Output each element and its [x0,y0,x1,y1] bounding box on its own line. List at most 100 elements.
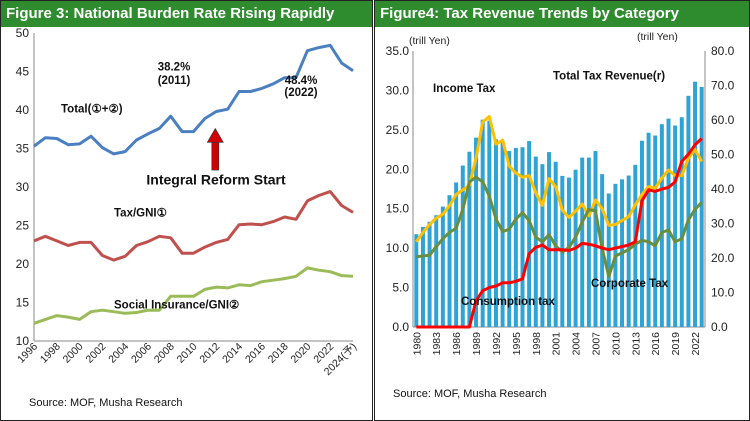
y-left-axis-label: (trill Yen) [409,35,450,47]
total-revenue-bar [480,119,485,327]
total-revenue-bar [467,151,472,327]
total-revenue-bar [487,120,492,327]
y-tick-label: 15 [16,296,30,310]
total-revenue-bar [586,157,591,327]
x-tick-label: 2010 [610,332,622,356]
x-tick-label: 2004 [571,332,583,356]
x-tick-label: 2006 [129,341,154,366]
annotation-2011-year: (2011) [158,75,191,87]
y-right-tick-label: 50.0 [711,148,735,162]
total-revenue-bar [447,195,452,327]
total-revenue-bar [659,124,664,327]
total-revenue-bar [666,118,671,328]
series-line-social-insurance-gni- [33,266,354,325]
total-revenue-bar [606,193,611,327]
y-left-tick-label: 0.0 [392,320,409,334]
figure3-title: Figure 3: National Burden Rate Rising Ra… [1,1,372,27]
series-line-income-tax [415,115,704,243]
y-left-tick-label: 25.0 [386,123,410,137]
y-left-tick-label: 20.0 [386,162,410,176]
y-left-tick-label: 10.0 [386,241,410,255]
x-tick-label: 1992 [491,332,503,356]
y-right-tick-label: 30.0 [711,217,735,231]
x-tick-label: 2007 [591,332,603,356]
x-tick-label: 2020 [289,341,314,366]
y-right-tick-label: 60.0 [711,113,735,127]
figure3-source: Source: MOF, Musha Research [29,397,182,409]
figure4-title: Figure4: Tax Revenue Trends by Category [375,1,749,27]
y-right-axis-label: (trill Yen) [637,31,678,43]
figure3-panel: Figure 3: National Burden Rate Rising Ra… [0,0,373,421]
x-tick-label: 1998 [38,341,63,366]
x-tick-label: 1980 [411,332,423,356]
total-revenue-bar [513,147,518,327]
total-revenue-bar [527,141,532,327]
x-tick-label: 2008 [152,341,177,366]
x-tick-label: 2002 [83,341,108,366]
series-label: Tax/GNI① [114,206,168,219]
y-tick-label: 45 [16,65,30,79]
total-revenue-bar [440,206,445,327]
series-label-total-tax-revenue: Total Tax Revenue(r) [553,70,665,82]
series-label: Social Insurance/GNI② [114,299,240,312]
x-tick-label: 2001 [551,332,563,356]
series-line-total- [33,43,354,156]
y-tick-label: 35 [16,142,30,156]
y-right-tick-label: 20.0 [711,251,735,265]
total-revenue-bar [420,226,425,327]
total-revenue-bar [427,221,432,327]
total-revenue-bar [500,140,505,327]
x-tick-label: 2012 [197,341,222,366]
x-tick-label: 2013 [630,332,642,356]
series-label: Total(①+②) [61,102,123,115]
y-tick-label: 20 [16,257,30,271]
annotation-2022-value: 48.4% [285,75,318,87]
x-tick-label: 2010 [175,341,200,366]
total-revenue-bar [460,165,465,327]
series-line-consumption-tax [416,137,703,329]
y-left-tick-label: 15.0 [386,202,410,216]
total-revenue-bar [679,117,684,328]
reform-arrow-shaft [211,142,220,171]
total-revenue-bar [693,81,698,327]
total-revenue-bar [673,125,678,328]
annotation-2011-value: 38.2% [158,62,191,74]
y-right-tick-label: 10.0 [711,286,735,300]
y-tick-label: 50 [16,27,30,40]
x-tick-label: 1983 [431,332,443,356]
total-revenue-bar [699,86,704,327]
x-tick-label: 1989 [471,332,483,356]
figure3-chart: 1015202530354045501996199820002002200420… [15,27,359,409]
total-revenue-bar [686,95,691,327]
reform-arrow-head [206,127,224,143]
y-right-tick-label: 70.0 [711,79,735,93]
series-label-consumption-tax: Consumption tax [461,296,556,308]
y-left-tick-label: 35.0 [386,44,410,58]
y-tick-label: 10 [16,334,30,348]
x-tick-label: 2018 [266,341,291,366]
total-revenue-bar [593,151,598,327]
x-tick-label: 1995 [511,332,523,356]
total-revenue-bar [533,156,538,327]
series-line-tax-gni- [33,190,354,262]
y-right-tick-label: 40.0 [711,182,735,196]
total-revenue-bar [454,182,459,327]
y-left-tick-label: 30.0 [386,83,410,97]
figure4-chart: (trill Yen) (trill Yen) 0.0 5.0 10.0 15.0 20.0… [386,31,735,400]
total-revenue-bar [520,147,525,327]
total-revenue-bar [646,132,651,327]
y-left-tick-label: 5.0 [392,281,409,295]
x-tick-label: 2016 [650,332,662,356]
series-label-income-tax: Income Tax [433,83,496,95]
series-label-corporate-tax: Corporate Tax [591,278,669,290]
x-tick-label: 2019 [670,332,682,356]
y-tick-label: 25 [16,219,30,233]
x-tick-label: 2014 [220,341,245,366]
total-revenue-bar [639,140,644,327]
total-revenue-bar [547,152,552,327]
total-revenue-bar [653,135,658,327]
total-revenue-bar [434,215,439,327]
x-tick-label: 2022 [690,332,702,356]
x-tick-label: 2016 [243,341,268,366]
x-tick-label: 2000 [61,341,86,366]
